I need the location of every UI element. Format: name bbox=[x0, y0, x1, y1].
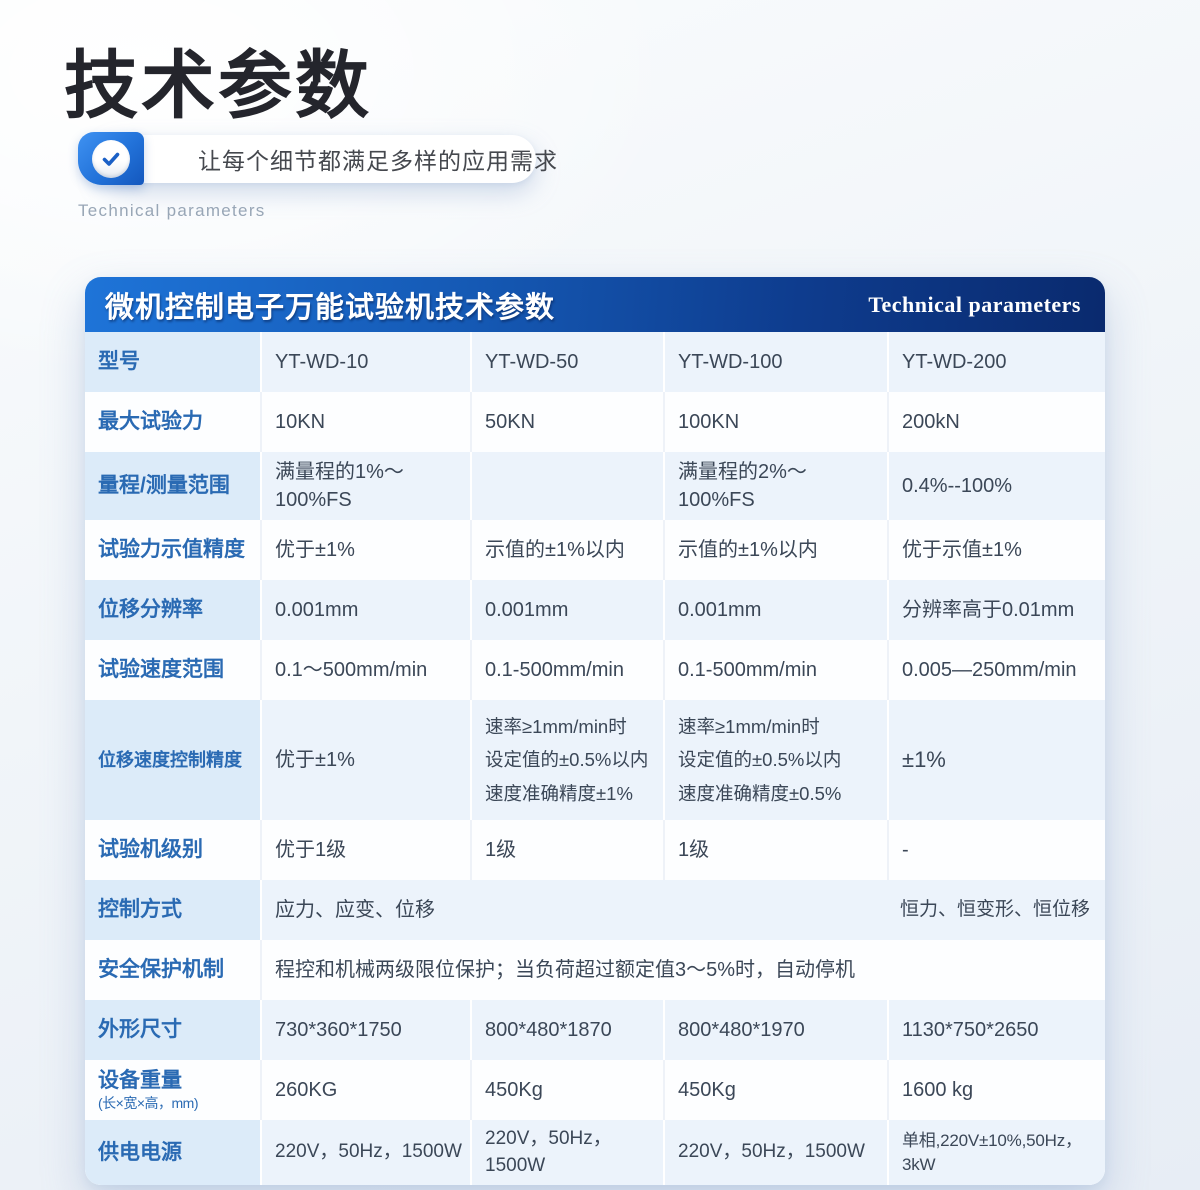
row-label: 最大试验力 bbox=[98, 409, 203, 433]
cell-value: 优于示值±1% bbox=[887, 520, 1105, 580]
table-row-power: 供电电源 220V，50Hz，1500W 220V，50Hz，1500W 220… bbox=[85, 1120, 1105, 1186]
cell-value: 450Kg bbox=[470, 1060, 663, 1120]
cell-value: 优于1级 bbox=[260, 820, 470, 880]
cell-value: 730*360*1750 bbox=[260, 1000, 470, 1060]
row-label: 试验速度范围 bbox=[98, 657, 224, 681]
cell-value: 优于±1% bbox=[260, 700, 470, 820]
table-row-range: 量程/测量范围 满量程的1%～100%FS 满量程的2%～100%FS 0.4%… bbox=[85, 452, 1105, 520]
table-row-force-accuracy: 试验力示值精度 优于±1% 示值的±1%以内 示值的±1%以内 优于示值±1% bbox=[85, 520, 1105, 580]
cell-value: 0.1-500mm/min bbox=[470, 640, 663, 700]
cell-value: 0.1～500mm/min bbox=[260, 640, 470, 700]
row-label-sub: (长×宽×高，mm) bbox=[98, 1094, 199, 1111]
table-row-max-force: 最大试验力 10KN 50KN 100KN 200kN bbox=[85, 392, 1105, 452]
table-row-machine-class: 试验机级别 优于1级 1级 1级 - bbox=[85, 820, 1105, 880]
cell-value: 示值的±1%以内 bbox=[470, 520, 663, 580]
cell-value: YT-WD-50 bbox=[470, 332, 663, 392]
row-label: 设备重量 (长×宽×高，mm) bbox=[85, 1060, 260, 1120]
cell-value: 800*480*1970 bbox=[663, 1000, 887, 1060]
check-circle-icon bbox=[92, 139, 130, 178]
row-label-main: 设备重量 bbox=[98, 1069, 182, 1093]
table-row-speed-control: 位移速度控制精度 优于±1% 速率≥1mm/min时 设定值的±0.5%以内 速… bbox=[85, 700, 1105, 820]
cell-value: ±1% bbox=[887, 700, 1105, 820]
cell-value: 单相,220V±10%,50Hz，3kW bbox=[887, 1120, 1105, 1186]
table-row-safety: 安全保护机制 程控和机械两级限位保护；当负荷超过额定值3～5%时，自动停机 bbox=[85, 940, 1105, 1000]
check-badge bbox=[78, 132, 144, 185]
row-label: 安全保护机制 bbox=[98, 957, 224, 981]
row-label: 试验力示值精度 bbox=[98, 537, 245, 561]
table-row-model: 型号 YT-WD-10 YT-WD-50 YT-WD-100 YT-WD-200 bbox=[85, 332, 1105, 392]
cell-value: YT-WD-10 bbox=[260, 332, 470, 392]
cell-value: 0.001mm bbox=[260, 580, 470, 640]
cell-value: 800*480*1870 bbox=[470, 1000, 663, 1060]
cell-value: 220V，50Hz，1500W bbox=[260, 1120, 470, 1186]
table-row-resolution: 位移分辨率 0.001mm 0.001mm 0.001mm 分辨率高于0.01m… bbox=[85, 580, 1105, 640]
cell-value: 速率≥1mm/min时 设定值的±0.5%以内 速度准确精度±1% bbox=[470, 700, 663, 820]
table-row-dimensions: 外形尺寸 730*360*1750 800*480*1870 800*480*1… bbox=[85, 1000, 1105, 1060]
row-label: 位移分辨率 bbox=[85, 580, 260, 640]
cell-value: 程控和机械两级限位保护；当负荷超过额定值3～5%时，自动停机 bbox=[260, 940, 1105, 1000]
page-title: 技术参数 bbox=[64, 46, 372, 128]
cell-value: 0.4%--100% bbox=[887, 452, 1105, 520]
cell-value: 10KN bbox=[260, 392, 470, 452]
row-label: 型号 bbox=[85, 332, 260, 392]
cell-value: 200kN bbox=[887, 392, 1105, 452]
cell-value: 0.1-500mm/min bbox=[663, 640, 887, 700]
cell-value: 应力、应变、位移 bbox=[260, 880, 887, 940]
spec-table: 微机控制电子万能试验机技术参数 Technical parameters 型号 … bbox=[85, 277, 1105, 1186]
cell-value: 50KN bbox=[470, 392, 663, 452]
cell-value: 恒力、恒变形、恒位移 bbox=[887, 880, 1105, 940]
sub-caption: Technical parameters bbox=[78, 201, 266, 220]
row-label: 控制方式 bbox=[85, 880, 260, 940]
row-label: 量程/测量范围 bbox=[85, 452, 260, 520]
cell-value: 速率≥1mm/min时 设定值的±0.5%以内 速度准确精度±0.5% bbox=[663, 700, 887, 820]
cell-value: 1级 bbox=[470, 820, 663, 880]
cell-value: 满量程的1%～100%FS bbox=[260, 452, 470, 520]
cell-value: 100KN bbox=[663, 392, 887, 452]
row-label: 供电电源 bbox=[85, 1120, 260, 1186]
cell-value bbox=[470, 452, 663, 520]
cell-value: 450Kg bbox=[663, 1060, 887, 1120]
cell-value: 1600 kg bbox=[887, 1060, 1105, 1120]
row-label: 位移速度控制精度 bbox=[85, 700, 260, 820]
cell-value: 220V，50Hz，1500W bbox=[470, 1120, 663, 1186]
cell-value: 示值的±1%以内 bbox=[663, 520, 887, 580]
cell-value: - bbox=[887, 820, 1105, 880]
table-title-zh: 微机控制电子万能试验机技术参数 bbox=[105, 291, 556, 324]
tagline-pill: 让每个细节都满足多样的应用需求 bbox=[100, 135, 557, 183]
cell-value: 满量程的2%～100%FS bbox=[663, 452, 887, 520]
table-title-en: Technical parameters bbox=[868, 291, 1081, 317]
cell-value: 分辨率高于0.01mm bbox=[887, 580, 1105, 640]
cell-value: 优于±1% bbox=[260, 520, 470, 580]
cell-value: YT-WD-200 bbox=[887, 332, 1105, 392]
cell-value: 220V，50Hz，1500W bbox=[663, 1120, 887, 1186]
row-label: 试验机级别 bbox=[98, 837, 203, 861]
cell-value: YT-WD-100 bbox=[663, 332, 887, 392]
cell-value: 0.005—250mm/min bbox=[887, 640, 1105, 700]
table-row-weight: 设备重量 (长×宽×高，mm) 260KG 450Kg 450Kg 1600 k… bbox=[85, 1060, 1105, 1120]
row-label: 外形尺寸 bbox=[85, 1000, 260, 1060]
table-header: 微机控制电子万能试验机技术参数 Technical parameters bbox=[85, 277, 1105, 332]
table-row-speed-range: 试验速度范围 0.1～500mm/min 0.1-500mm/min 0.1-5… bbox=[85, 640, 1105, 700]
cell-value: 260KG bbox=[260, 1060, 470, 1120]
cell-value: 1130*750*2650 bbox=[887, 1000, 1105, 1060]
cell-value: 0.001mm bbox=[663, 580, 887, 640]
cell-value: 0.001mm bbox=[470, 580, 663, 640]
table-row-control-mode: 控制方式 应力、应变、位移 恒力、恒变形、恒位移 bbox=[85, 880, 1105, 940]
cell-value: 1级 bbox=[663, 820, 887, 880]
